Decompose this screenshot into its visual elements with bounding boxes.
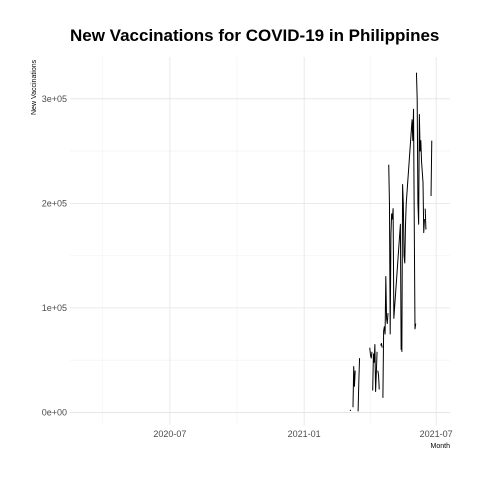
x-tick-label: 2021-07 [420, 429, 453, 439]
series-line-segment [352, 365, 356, 408]
y-tick-label: 1e+05 [42, 303, 67, 313]
series-line-segment [388, 164, 402, 350]
y-tick-labels: 0e+00 1e+05 2e+05 3e+05 [42, 94, 67, 418]
y-axis-title: New Vaccinations [31, 59, 38, 115]
series-line-segment [415, 72, 425, 234]
series-line-segment [369, 347, 373, 359]
series-line-segment [349, 409, 352, 412]
series-line-segment [382, 276, 389, 398]
x-tick-label: 2021-01 [288, 429, 321, 439]
y-tick-label: 2e+05 [42, 198, 67, 208]
chart-title: New Vaccinations for COVID-19 in Philipp… [70, 26, 440, 45]
x-tick-label: 2020-07 [153, 429, 186, 439]
grid-layer [70, 57, 450, 425]
series-line-segment [430, 140, 433, 197]
series-line-segment [380, 342, 383, 348]
series-line-segment [401, 108, 417, 352]
series-line-segment [424, 208, 427, 230]
x-tick-labels: 2020-07 2021-01 2021-07 [153, 429, 452, 439]
series-line-segment [372, 344, 378, 393]
x-axis-title: Month [431, 443, 451, 450]
series-line-segment [357, 358, 361, 412]
series-line-segment [377, 370, 380, 390]
y-tick-label: 0e+00 [42, 407, 67, 417]
series-layer [349, 72, 433, 412]
y-tick-label: 3e+05 [42, 94, 67, 104]
